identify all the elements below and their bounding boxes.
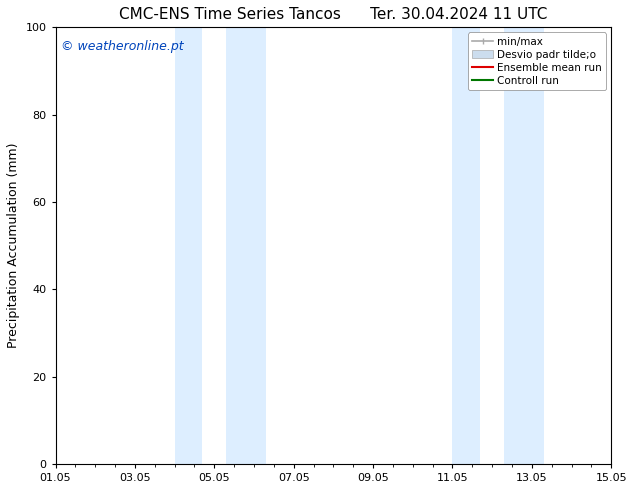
Bar — [453, 27, 480, 464]
Legend: min/max, Desvio padr tilde;o, Ensemble mean run, Controll run: min/max, Desvio padr tilde;o, Ensemble m… — [468, 32, 606, 90]
Bar — [174, 27, 202, 464]
Bar — [504, 27, 544, 464]
Y-axis label: Precipitation Accumulation (mm): Precipitation Accumulation (mm) — [7, 143, 20, 348]
Title: CMC-ENS Time Series Tancos      Ter. 30.04.2024 11 UTC: CMC-ENS Time Series Tancos Ter. 30.04.20… — [119, 7, 548, 22]
Text: © weatheronline.pt: © weatheronline.pt — [61, 40, 184, 53]
Bar — [226, 27, 266, 464]
